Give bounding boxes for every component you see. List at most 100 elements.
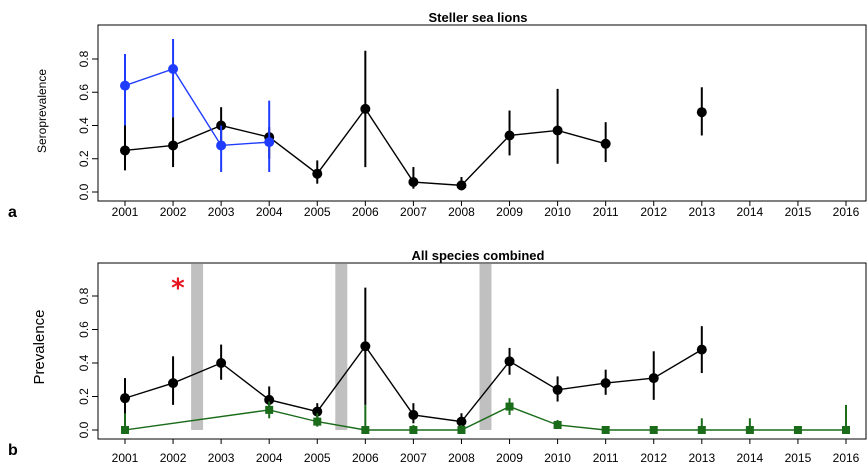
data-point	[120, 393, 130, 404]
panel-b-significance-star: *	[171, 274, 185, 304]
data-point	[552, 125, 563, 136]
x-tick-label: 2016	[833, 451, 860, 465]
data-point	[168, 140, 179, 151]
x-tick-label: 2010	[544, 451, 571, 465]
data-point	[600, 378, 611, 389]
data-point	[216, 140, 227, 151]
panel-b-ylabel: Prevalence	[31, 309, 48, 384]
x-tick-label: 2007	[400, 205, 427, 219]
panel-a: Steller sea lions Seroprevalence a 0.0 0.…	[8, 10, 867, 221]
y-tick-label: 0.6	[77, 321, 91, 338]
x-tick-label: 2001	[112, 205, 139, 219]
series-line	[124, 405, 846, 431]
data-point	[842, 426, 850, 434]
data-point	[456, 180, 467, 191]
panel-a-plot-frame	[97, 24, 867, 202]
x-tick-label: 2009	[496, 451, 523, 465]
x-tick-label: 2015	[785, 205, 812, 219]
data-point	[601, 426, 610, 434]
shaded-period	[191, 264, 204, 430]
data-point	[120, 145, 130, 156]
x-tick-label: 2004	[256, 205, 283, 219]
data-point	[456, 416, 467, 427]
panel-a-letter: a	[8, 204, 17, 221]
data-point	[361, 426, 370, 434]
y-tick-label: 0.6	[77, 84, 91, 101]
x-tick-label: 2015	[785, 451, 812, 465]
data-point	[552, 384, 563, 395]
panel-b-letter: b	[8, 442, 18, 459]
y-tick-label: 0.4	[77, 354, 91, 371]
panel-a-series	[120, 39, 707, 191]
x-tick-label: 2004	[256, 451, 283, 465]
x-tick-label: 2012	[640, 205, 667, 219]
panel-a-title: Steller sea lions	[429, 10, 528, 25]
data-point	[264, 137, 275, 148]
panel-a-ylabel: Seroprevalence	[35, 69, 49, 153]
x-tick-label: 2016	[833, 205, 860, 219]
data-point	[696, 107, 707, 118]
data-point	[168, 63, 179, 74]
data-point	[360, 341, 371, 352]
data-point	[264, 394, 275, 405]
panel-b: All species combined Prevalence b 0.0 0.2…	[8, 248, 867, 465]
x-tick-label: 2014	[737, 451, 764, 465]
y-tick-label: 0.2	[77, 388, 91, 405]
y-tick-label: 0.2	[77, 150, 91, 167]
data-point	[216, 358, 227, 368]
panel-b-x-axis: 2001 2002 2003 2004 2005 2006 2007 2008 2009 2010…	[112, 439, 860, 465]
data-point	[313, 417, 322, 426]
x-tick-label: 2002	[160, 205, 187, 219]
series-line	[124, 68, 270, 147]
x-tick-label: 2007	[400, 451, 427, 465]
data-point	[312, 406, 323, 417]
data-point	[648, 373, 659, 384]
data-point	[168, 378, 179, 389]
data-point	[408, 177, 419, 188]
shaded-period	[335, 264, 348, 430]
x-tick-label: 2008	[448, 451, 475, 465]
data-point	[553, 420, 562, 429]
data-point	[649, 426, 658, 434]
x-tick-label: 2010	[544, 205, 571, 219]
x-tick-label: 2014	[737, 205, 764, 219]
data-point	[265, 405, 274, 414]
data-point	[793, 426, 802, 434]
data-point	[360, 103, 371, 114]
data-point	[121, 426, 129, 434]
data-point	[457, 426, 466, 434]
panel-b-plot-frame	[97, 262, 867, 440]
x-tick-label: 2005	[304, 451, 331, 465]
x-tick-label: 2002	[160, 451, 187, 465]
x-tick-label: 2008	[448, 205, 475, 219]
x-tick-label: 2003	[208, 205, 235, 219]
panel-a-x-axis: 2001 2002 2003 2004 2005 2006 2007 2008 2009 2010…	[112, 201, 860, 219]
panel-b-series	[120, 287, 850, 434]
data-point	[408, 409, 419, 420]
x-tick-label: 2006	[352, 205, 379, 219]
x-tick-label: 2011	[593, 451, 619, 465]
shaded-period	[479, 264, 492, 430]
x-tick-label: 2009	[496, 205, 523, 219]
data-point	[696, 344, 707, 355]
data-point	[697, 426, 706, 434]
y-tick-label: 0.0	[77, 183, 91, 200]
data-point	[409, 426, 418, 434]
data-point	[745, 426, 754, 434]
y-tick-label: 0.0	[77, 421, 91, 438]
x-tick-label: 2001	[112, 451, 139, 465]
panel-a-y-axis: 0.0 0.2 0.4 0.6 0.8	[77, 50, 98, 200]
x-tick-label: 2005	[304, 205, 331, 219]
data-point	[312, 168, 323, 179]
data-point	[505, 402, 514, 411]
panel-b-shaded-periods	[191, 264, 492, 430]
y-tick-label: 0.8	[77, 50, 91, 67]
x-tick-label: 2006	[352, 451, 379, 465]
panel-b-title: All species combined	[412, 248, 545, 263]
data-point	[600, 138, 611, 149]
data-point	[120, 80, 130, 91]
x-tick-label: 2012	[640, 451, 667, 465]
x-tick-label: 2011	[593, 205, 619, 219]
x-tick-label: 2013	[688, 205, 715, 219]
